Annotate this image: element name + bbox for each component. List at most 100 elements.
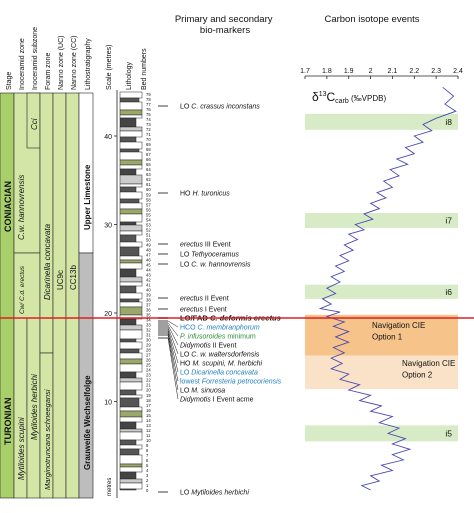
marker-label: P. infusoroides minimum <box>180 334 256 341</box>
lithology-bed <box>119 130 143 138</box>
marker-leader <box>167 328 179 364</box>
bed-number: 54 <box>146 217 151 222</box>
bed-number: 45 <box>146 262 151 267</box>
marker-prefix: lowest <box>180 379 202 386</box>
lithology-bed <box>119 338 137 343</box>
bed-number: 7 <box>146 453 149 458</box>
bed-number: 13 <box>146 423 151 428</box>
bed-number: 0 <box>146 488 149 493</box>
bed-number: 56 <box>146 207 151 212</box>
bed-number: 61 <box>146 182 151 187</box>
marker-suffix: I Event acme <box>211 397 254 404</box>
scale-tick-label: 10 <box>104 400 112 407</box>
bed-number: 23 <box>146 373 151 378</box>
bed-number: 75 <box>146 112 151 117</box>
nanno-uc-cell <box>52 92 67 499</box>
isotope-x-tick-label: 2.3 <box>431 68 441 75</box>
marker-species: erectus <box>180 242 203 249</box>
marker-leader <box>167 334 179 391</box>
marker-prefix: LO <box>180 104 191 111</box>
zone-scupini-label: Mytiloides scupini <box>17 417 26 480</box>
lithology-bed <box>119 292 143 300</box>
litho-grauwesse-cell <box>78 252 94 499</box>
subzone-cci-label: Cci <box>30 118 39 130</box>
biomarkers-title-line: Primary and secondary <box>175 14 273 25</box>
bed-number: 20 <box>146 388 151 393</box>
scale-tick-label: 20 <box>104 311 112 318</box>
bed-number: 4 <box>146 468 149 473</box>
marker-label: erectus I Event <box>180 307 227 314</box>
marker-label: LO C. w. hannovrensis <box>180 262 251 269</box>
lithology-bed <box>119 262 143 270</box>
lithology-bed <box>119 97 140 103</box>
marker-label: HCO C. membranphorum <box>180 325 260 332</box>
lithology-bed <box>119 329 143 340</box>
bed-number: 60 <box>146 187 151 192</box>
marker-label: LO Dicarinella concavata <box>180 370 258 377</box>
lithology-bed <box>119 444 143 450</box>
bed-number: 67 <box>146 152 151 157</box>
marker-species: C. w. waltersdorfensis <box>191 352 260 359</box>
lithology-bed <box>119 448 140 456</box>
bed-number: 12 <box>146 428 151 433</box>
bed-number: 29 <box>146 343 151 348</box>
lithology-bed <box>119 208 143 215</box>
lithology-bed <box>119 183 143 188</box>
bed-number: 3 <box>146 473 149 478</box>
lithology-bed <box>119 91 143 99</box>
marker-species: Tethyoceramus <box>191 252 239 259</box>
marker-suffix: II Event <box>203 296 229 303</box>
marker-label: erectus III Event <box>180 242 231 249</box>
isotope-event-band <box>305 425 458 442</box>
lithology-bed <box>119 416 143 423</box>
bed-number: 62 <box>146 177 151 182</box>
bed-number: 36 <box>146 308 151 313</box>
nanno-uc9c-label: UC9c <box>56 270 65 290</box>
lithology-bed <box>119 164 143 170</box>
bed-number: 50 <box>146 237 151 242</box>
lithology-bed <box>119 168 137 176</box>
marker-label: LO C. crassus inconstans <box>180 104 260 111</box>
lithology-bed <box>119 174 143 185</box>
header-stage: Stage <box>6 72 13 90</box>
bed-number: 43 <box>146 272 151 277</box>
lithology-bed <box>119 431 143 441</box>
isotope-event-band <box>305 212 458 229</box>
bed-number: 58 <box>146 197 151 202</box>
marker-species: Didymotis <box>180 343 211 350</box>
lithology-bed <box>119 421 137 430</box>
bed-number: 63 <box>146 172 151 177</box>
isotope-event-band <box>305 284 458 299</box>
bed-number: 6 <box>146 458 149 463</box>
isotope-x-tick-label: 2.4 <box>453 68 463 75</box>
isotope-event-label: i6 <box>445 287 452 297</box>
bed-number: 14 <box>146 418 151 423</box>
bed-number: 64 <box>146 167 151 172</box>
scale-unit-label: metres <box>107 478 113 496</box>
bed-number: 10 <box>146 438 151 443</box>
lithology-bed <box>119 394 143 399</box>
lithology-bed <box>119 381 143 391</box>
isotope-title: Carbon isotope events <box>324 14 419 25</box>
lithology-bed <box>119 241 143 248</box>
marker-species: erectus <box>180 296 203 303</box>
lithology-bed <box>119 454 143 465</box>
marker-label: LO M. sinuosa <box>180 388 225 395</box>
lithology-bed <box>119 285 137 294</box>
isotope-x-tick-label: 1.9 <box>344 68 354 75</box>
marker-label: erectus II Event <box>180 296 229 303</box>
marker-prefix: LO <box>180 262 191 269</box>
isotope-event-label: i5 <box>445 428 452 438</box>
bed-number-list: 7978777675747372717069686766656463626160… <box>146 92 151 493</box>
lithology-bed <box>119 371 137 379</box>
marker-suffix: II Event <box>211 343 237 350</box>
header-inoceramid-subzone: Inoceramid subzone <box>32 27 39 90</box>
bed-number: 77 <box>146 102 151 107</box>
navigation-cie-label: Option 2 <box>402 371 433 380</box>
scale-ticks: 40 30 20 10 <box>104 134 117 407</box>
marker-species: M. sinuosa <box>191 388 225 395</box>
marker-label: lowest Forresteria petrocoriensis <box>180 379 282 386</box>
marker-leader <box>167 320 179 328</box>
bed-number: 22 <box>146 378 151 383</box>
lithology-bed <box>119 234 137 243</box>
